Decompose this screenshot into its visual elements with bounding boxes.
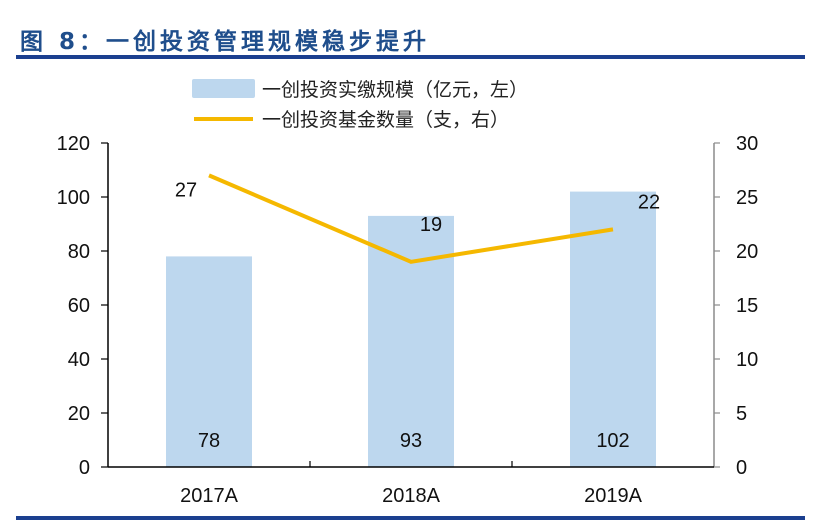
axes: 0 20 40 60 80 100 120 0 5 10 15 20 25 30 2017A 2018A 201… (57, 133, 759, 507)
legend-line-label: 一创投资基金数量（支，右） (262, 109, 509, 131)
line-data-label: 22 (638, 191, 660, 213)
right-tick-label: 20 (736, 241, 758, 263)
bar-2017A (166, 256, 252, 467)
right-tick-label: 0 (736, 457, 747, 479)
x-tick-label: 2018A (382, 485, 440, 507)
left-tick-label: 100 (57, 187, 90, 209)
line-series (208, 173, 614, 264)
title-rule (16, 55, 805, 59)
right-tick-label: 30 (736, 133, 758, 155)
right-tick-label: 10 (736, 349, 758, 371)
bar-data-label: 78 (198, 430, 220, 452)
right-tick-label: 5 (736, 403, 747, 425)
left-tick-label: 80 (68, 241, 90, 263)
bar-data-label: 102 (596, 430, 629, 452)
data-labels: 78 93 102 27 19 22 (175, 179, 660, 452)
bar-2019A (570, 191, 656, 467)
bar-data-label: 93 (400, 430, 422, 452)
left-tick-label: 120 (57, 133, 90, 155)
left-tick-label: 40 (68, 349, 90, 371)
left-tick-label: 0 (79, 457, 90, 479)
bar-series (166, 191, 656, 467)
line-data-label: 19 (420, 214, 442, 236)
legend: 一创投资实缴规模（亿元，左） 一创投资基金数量（支，右） (192, 79, 528, 131)
legend-bar-label: 一创投资实缴规模（亿元，左） (262, 79, 528, 101)
right-tick-label: 25 (736, 187, 758, 209)
legend-bar-swatch (192, 79, 255, 98)
left-tick-label: 20 (68, 403, 90, 425)
left-tick-label: 60 (68, 295, 90, 317)
right-tick-label: 15 (736, 295, 758, 317)
line-data-label: 27 (175, 179, 197, 201)
x-tick-label: 2019A (584, 485, 642, 507)
x-tick-label: 2017A (180, 485, 238, 507)
bottom-rule (16, 516, 805, 520)
figure-title: 图 8：一创投资管理规模稳步提升 (20, 29, 431, 55)
